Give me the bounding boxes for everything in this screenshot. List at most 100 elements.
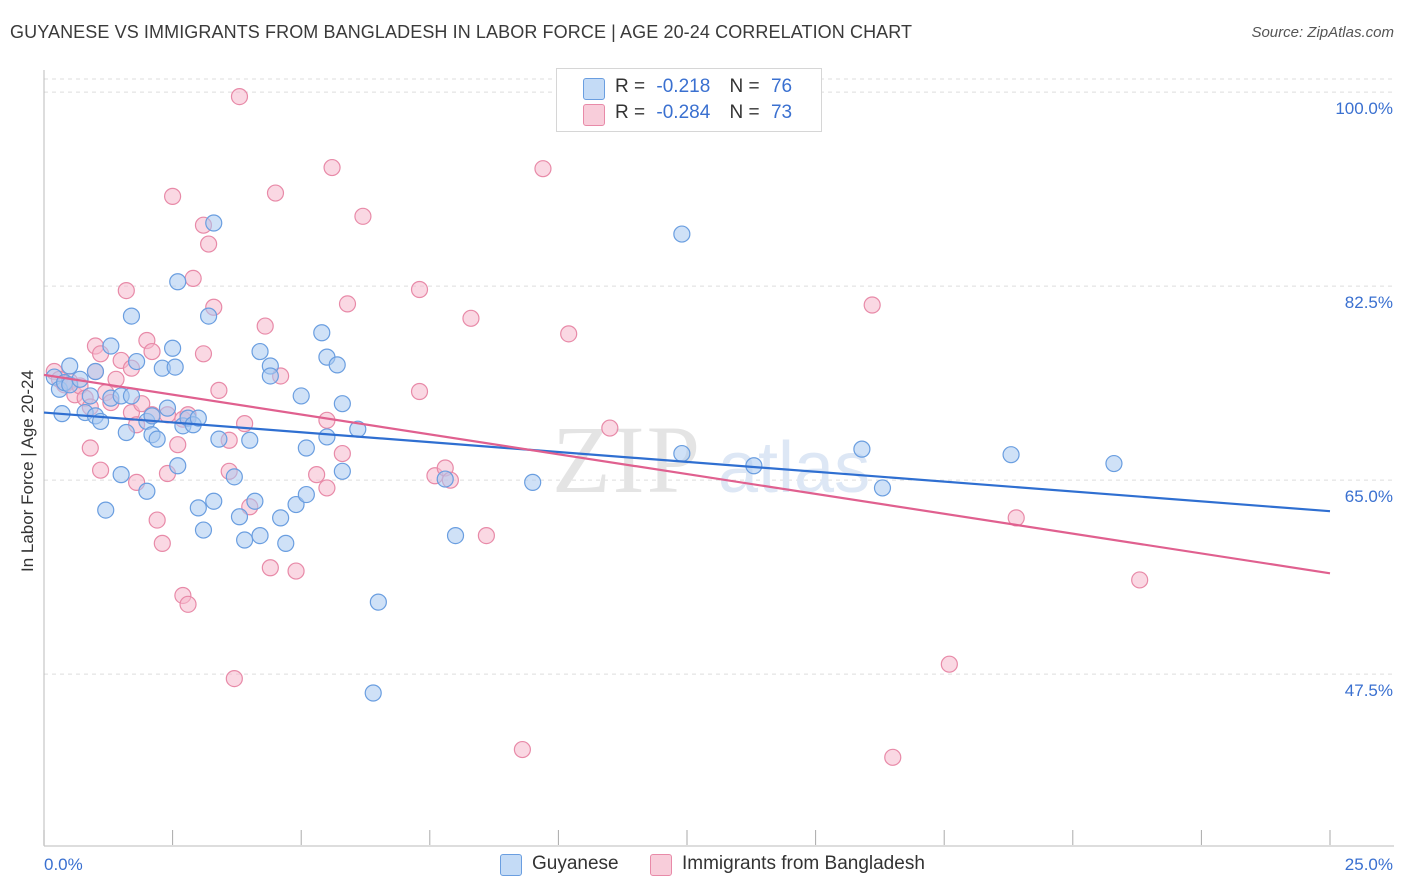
point-guyanese [1002, 446, 1020, 464]
point-guyanese [194, 521, 213, 539]
legend-r-value: -0.284 [656, 102, 711, 123]
point-bangladesh [117, 282, 135, 300]
y-tick-label: 82.5% [1345, 293, 1393, 312]
point-guyanese [297, 439, 315, 457]
point-guyanese [112, 466, 130, 484]
point-bangladesh [169, 436, 187, 454]
point-guyanese [853, 440, 871, 458]
point-bangladesh [863, 296, 881, 314]
point-guyanese [333, 462, 351, 480]
gridlines [44, 78, 1394, 675]
point-guyanese [297, 485, 315, 504]
point-bangladesh [323, 158, 341, 177]
point-guyanese [230, 508, 249, 526]
point-bangladesh [333, 444, 351, 463]
point-guyanese [81, 387, 99, 405]
point-guyanese [205, 492, 223, 510]
point-bangladesh [256, 317, 274, 335]
point-bangladesh [534, 160, 552, 178]
point-bangladesh [184, 269, 202, 288]
legend-n-value: 73 [770, 102, 793, 123]
legend-r-label: R = [615, 76, 646, 97]
point-guyanese [200, 307, 218, 325]
point-bangladesh [266, 184, 285, 202]
trendline-guyanese [43, 411, 1331, 513]
point-guyanese [169, 273, 187, 291]
point-bangladesh [153, 534, 171, 552]
point-bangladesh [338, 295, 357, 313]
point-guyanese [287, 495, 305, 514]
watermark-atlas: atlas [718, 428, 870, 508]
y-tick-label: 100.0% [1335, 99, 1393, 118]
point-bangladesh [410, 280, 429, 299]
point-guyanese [241, 431, 259, 449]
point-guyanese [328, 356, 346, 374]
point-guyanese [189, 409, 207, 427]
point-guyanese [1105, 454, 1123, 473]
point-guyanese [277, 534, 295, 552]
point-bangladesh [148, 511, 166, 529]
trendline-bangladesh [43, 373, 1331, 575]
point-bangladesh [225, 670, 243, 688]
axes [43, 70, 1394, 847]
legend-stats-guyanese: R = -0.218 N = 76 [615, 76, 792, 98]
trendlines [43, 373, 1331, 575]
point-guyanese [86, 362, 105, 381]
point-bangladesh [513, 740, 531, 759]
point-guyanese [127, 352, 146, 371]
point-guyanese [446, 526, 465, 545]
point-bangladesh [462, 309, 480, 327]
tick-labels: 47.5% 65.0% 82.5% 100.0% 0.0% 25.0% [44, 99, 1393, 874]
point-guyanese [673, 444, 691, 463]
point-bangladesh [560, 325, 578, 343]
point-bangladesh [210, 381, 228, 399]
legend-n-label: N = [729, 76, 760, 97]
x-tick-label: 25.0% [1345, 855, 1393, 874]
point-bangladesh [179, 595, 197, 613]
point-guyanese [292, 387, 310, 405]
watermark: ZIP atlas [552, 406, 870, 513]
watermark-zip: ZIP [552, 406, 702, 513]
point-bangladesh [308, 466, 326, 484]
point-bangladesh [91, 461, 110, 479]
legend-n-label: N = [729, 102, 760, 123]
point-guyanese [236, 531, 254, 549]
point-bangladesh [354, 207, 372, 225]
point-guyanese [225, 468, 243, 486]
point-guyanese [369, 593, 387, 611]
point-guyanese [246, 492, 264, 510]
point-bangladesh [1131, 571, 1149, 589]
point-guyanese [61, 357, 79, 375]
x-tick-label: 0.0% [44, 855, 83, 874]
point-guyanese [313, 324, 331, 342]
y-axis-label: In Labor Force | Age 20-24 [18, 370, 37, 572]
point-guyanese [333, 395, 351, 413]
point-guyanese [364, 684, 382, 702]
point-guyanese [436, 470, 454, 488]
point-bangladesh [107, 370, 125, 388]
point-bangladesh [318, 479, 336, 497]
legend-stats-bangladesh: R = -0.284 N = 73 [615, 102, 792, 124]
legend-swatch-bangladesh [583, 104, 605, 126]
source-label: Source: ZipAtlas.com [1251, 24, 1394, 41]
legend-r-value: -0.218 [656, 76, 711, 97]
legend-swatch-guyanese [583, 78, 605, 100]
point-guyanese [873, 479, 892, 497]
series-legend: Guyanese Immigrants from Bangladesh [0, 852, 1406, 878]
stats-legend: R = -0.218 N = 76 R = -0.284 N = 73 [556, 68, 822, 132]
legend-label-bangladesh: Immigrants from Bangladesh [682, 853, 925, 874]
point-guyanese [158, 399, 177, 417]
point-guyanese [164, 339, 182, 357]
point-guyanese [205, 214, 223, 232]
legend-n-value: 76 [770, 76, 793, 97]
point-guyanese [122, 307, 141, 325]
point-bangladesh [410, 382, 429, 401]
point-bangladesh [194, 345, 213, 363]
point-guyanese [251, 526, 269, 545]
point-bangladesh [261, 559, 279, 577]
point-guyanese [272, 509, 290, 527]
point-guyanese [673, 225, 691, 243]
point-bangladesh [81, 439, 99, 457]
point-guyanese [251, 342, 269, 361]
point-bangladesh [200, 235, 218, 253]
